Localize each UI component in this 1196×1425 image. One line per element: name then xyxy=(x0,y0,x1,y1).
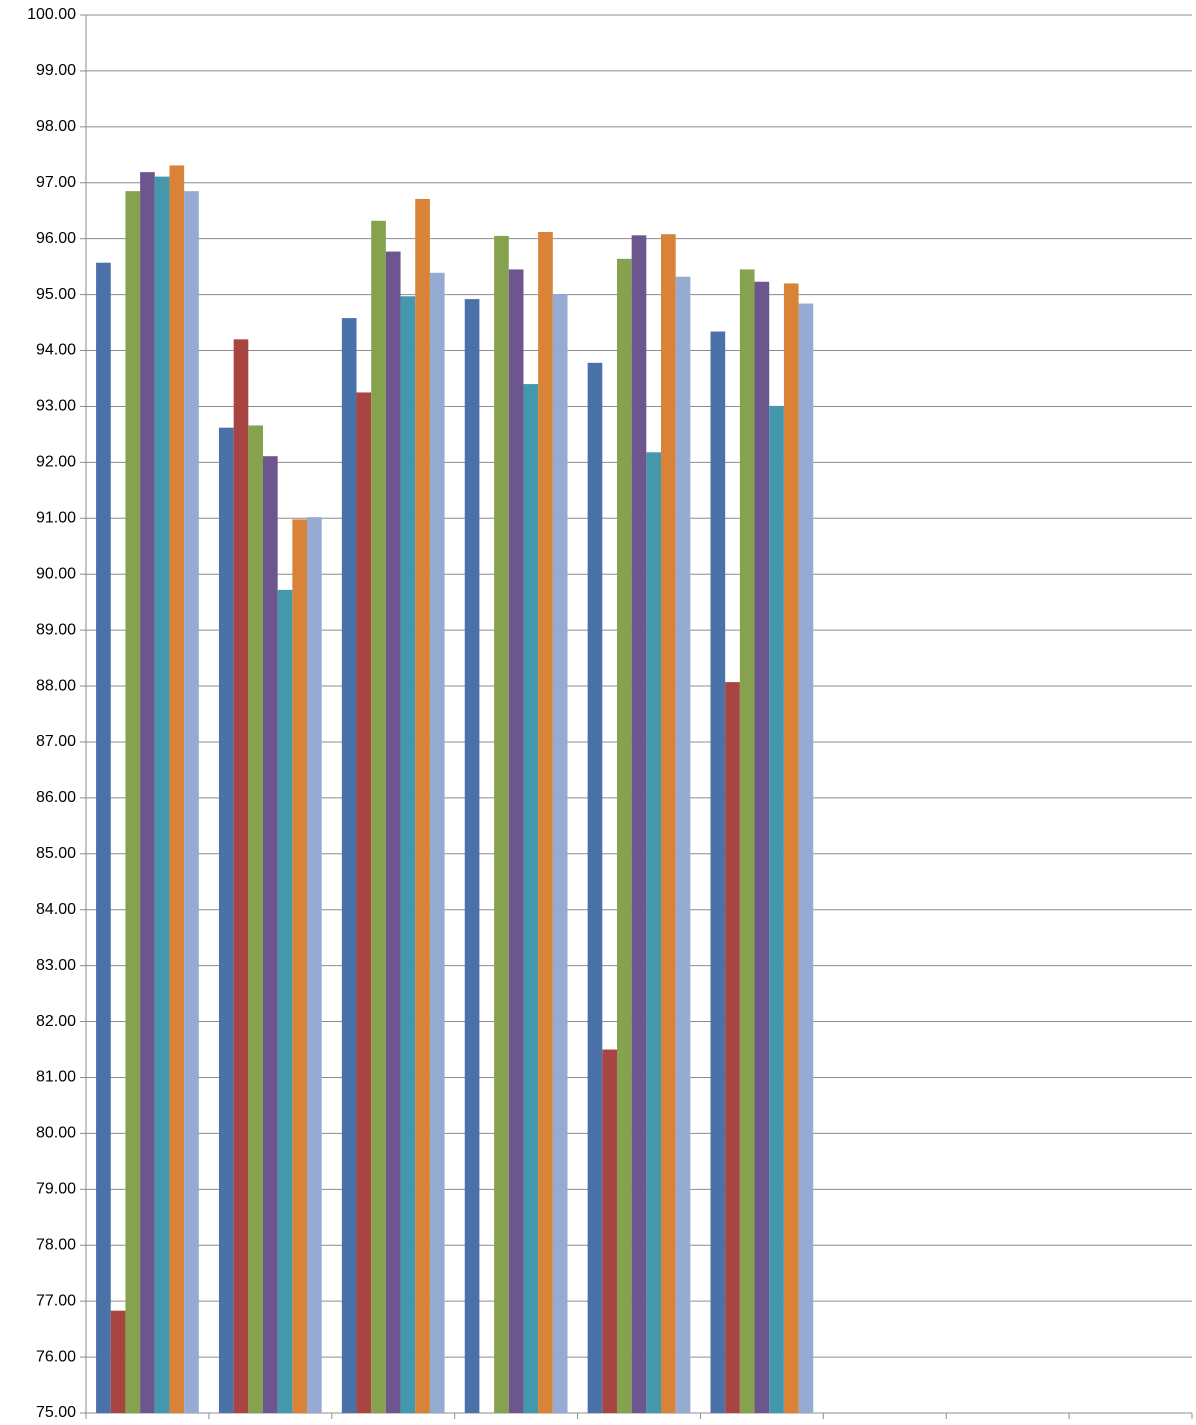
bar-series-1-group-6 xyxy=(710,331,726,1413)
y-tick-label: 93.00 xyxy=(36,398,76,415)
bar-series-6-group-1 xyxy=(169,165,185,1413)
bar-series-3-group-1 xyxy=(125,191,141,1414)
bar-series-6-group-2 xyxy=(292,519,308,1413)
bar-series-1-group-4 xyxy=(464,299,480,1413)
y-tick-label: 78.00 xyxy=(36,1236,76,1253)
y-tick-label: 81.00 xyxy=(36,1069,76,1086)
bar-series-7-group-5 xyxy=(675,276,691,1414)
y-tick-label: 99.00 xyxy=(36,62,76,79)
bar-series-5-group-5 xyxy=(646,452,662,1413)
bar-series-4-group-4 xyxy=(508,269,524,1413)
tick-labels: 75.00 76.00 77.00 78.00 79.00 80.00 81.00 82.00… xyxy=(27,6,76,1421)
y-tick-label: 88.00 xyxy=(36,677,76,694)
y-tick-label: 76.00 xyxy=(36,1348,76,1365)
y-tick-label: 85.00 xyxy=(36,845,76,862)
bar-series-3-group-5 xyxy=(616,258,632,1414)
y-tick-label: 90.00 xyxy=(36,565,76,582)
bar-series-3-group-4 xyxy=(494,235,509,1413)
bar-series-5-group-1 xyxy=(154,176,170,1414)
y-tick-label: 75.00 xyxy=(36,1404,76,1420)
bar-series-1-group-3 xyxy=(341,318,357,1413)
bar-series-6-group-3 xyxy=(415,198,430,1413)
y-tick-label: 100.00 xyxy=(27,6,76,23)
y-tick-label: 91.00 xyxy=(36,509,76,526)
bar-series-7-group-2 xyxy=(307,517,322,1413)
bar-series-3-group-2 xyxy=(248,425,263,1414)
bar-series-3-group-3 xyxy=(371,220,386,1413)
y-tick-label: 89.00 xyxy=(36,621,76,638)
bar-series-7-group-4 xyxy=(552,294,568,1414)
y-tick-label: 96.00 xyxy=(36,230,76,247)
bar-series-4-group-2 xyxy=(262,456,278,1413)
y-tick-label: 94.00 xyxy=(36,342,76,359)
bar-series-7-group-3 xyxy=(429,272,445,1413)
bar-series-4-group-3 xyxy=(385,251,401,1413)
y-tick-label: 77.00 xyxy=(36,1292,76,1309)
y-tick-label: 87.00 xyxy=(36,733,76,750)
y-tick-label: 95.00 xyxy=(36,286,76,303)
y-tick-label: 80.00 xyxy=(36,1125,76,1142)
bar-series-5-group-2 xyxy=(277,589,293,1413)
bar-series-6-group-4 xyxy=(538,231,553,1413)
y-tick-label: 82.00 xyxy=(36,1013,76,1030)
bar-series-4-group-5 xyxy=(631,235,647,1413)
bar-series-1-group-1 xyxy=(96,262,111,1413)
bar-series-4-group-6 xyxy=(754,281,770,1413)
bar-series-1-group-2 xyxy=(218,427,234,1414)
y-tick-label: 97.00 xyxy=(36,174,76,191)
bar-series-6-group-6 xyxy=(783,283,799,1413)
y-tick-label: 83.00 xyxy=(36,957,76,974)
bar-series-2-group-3 xyxy=(356,392,372,1414)
y-tick-label: 84.00 xyxy=(36,901,76,918)
bar-series-1-group-5 xyxy=(587,362,603,1413)
bar-series-7-group-6 xyxy=(798,303,814,1413)
bar-series-2-group-6 xyxy=(725,682,740,1413)
y-tick-label: 92.00 xyxy=(36,454,76,471)
bars xyxy=(96,165,814,1414)
y-tick-label: 98.00 xyxy=(36,118,76,135)
y-tick-label: 86.00 xyxy=(36,789,76,806)
bar-series-2-group-1 xyxy=(110,1310,126,1413)
bar-series-5-group-6 xyxy=(769,405,784,1413)
bar-series-5-group-3 xyxy=(400,296,416,1413)
y-tick-label: 79.00 xyxy=(36,1181,76,1198)
bar-series-7-group-1 xyxy=(184,191,199,1414)
bar-series-4-group-1 xyxy=(140,172,155,1413)
bar-series-3-group-6 xyxy=(739,269,755,1413)
bar-series-2-group-5 xyxy=(602,1049,617,1413)
bar-series-2-group-2 xyxy=(233,339,249,1414)
bar-series-6-group-5 xyxy=(661,234,676,1413)
bar-series-5-group-4 xyxy=(523,384,539,1413)
